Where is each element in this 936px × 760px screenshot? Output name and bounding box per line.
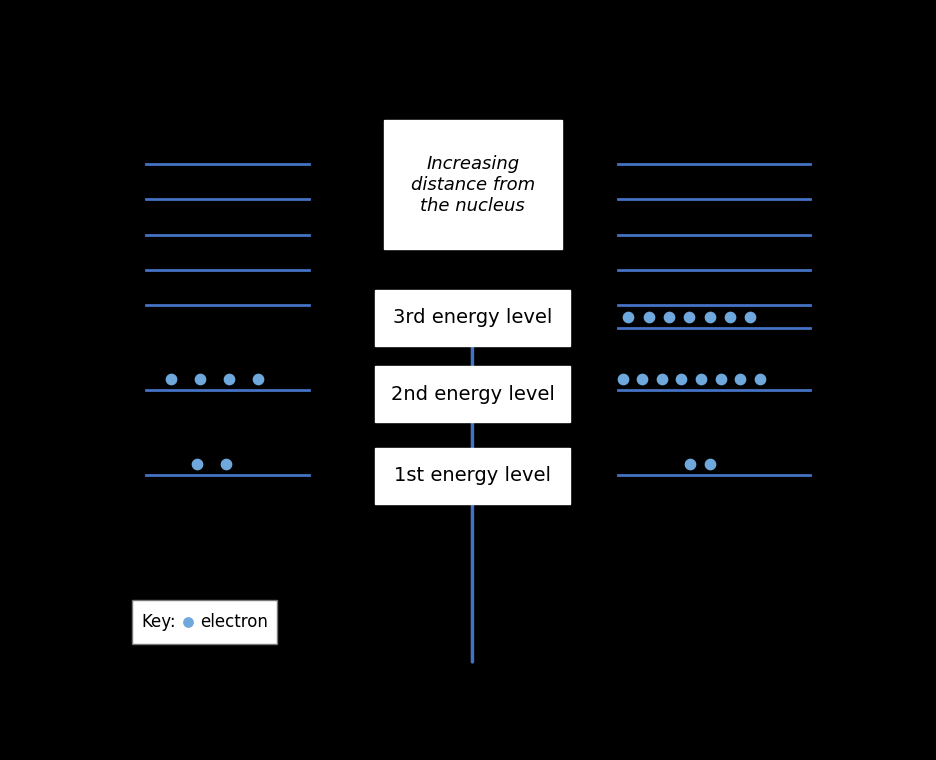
Point [251, 373, 266, 385]
Point [743, 310, 758, 322]
FancyBboxPatch shape [374, 448, 570, 504]
Text: 2nd energy level: 2nd energy level [390, 385, 554, 404]
Point [681, 310, 696, 322]
Point [703, 458, 718, 470]
Text: Key:: Key: [141, 613, 176, 632]
Point [621, 310, 636, 322]
Point [682, 458, 697, 470]
Point [181, 616, 196, 629]
Point [733, 373, 748, 385]
Point [654, 373, 669, 385]
Point [723, 310, 738, 322]
Text: 3rd energy level: 3rd energy level [393, 309, 552, 328]
Point [694, 373, 709, 385]
Point [635, 373, 650, 385]
FancyBboxPatch shape [384, 121, 562, 249]
FancyBboxPatch shape [374, 290, 570, 346]
Point [164, 373, 179, 385]
Text: electron: electron [200, 613, 269, 632]
FancyBboxPatch shape [131, 600, 277, 644]
Point [753, 373, 768, 385]
Point [218, 458, 233, 470]
Point [193, 373, 208, 385]
Point [662, 310, 677, 322]
Point [189, 458, 204, 470]
Point [674, 373, 689, 385]
Text: Increasing
distance from
the nucleus: Increasing distance from the nucleus [411, 155, 534, 214]
Point [702, 310, 717, 322]
Point [615, 373, 630, 385]
Point [641, 310, 656, 322]
Point [713, 373, 728, 385]
Point [222, 373, 237, 385]
FancyBboxPatch shape [374, 366, 570, 422]
Text: 1st energy level: 1st energy level [394, 467, 551, 486]
